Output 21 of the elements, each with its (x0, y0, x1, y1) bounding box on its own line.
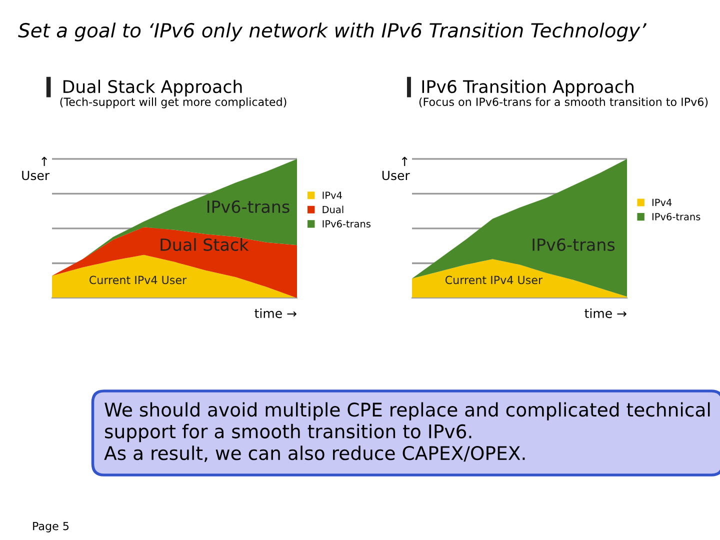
legend-label: IPv4 (652, 198, 672, 206)
text: Page 5 (33, 522, 69, 532)
legend-label: IPv6-trans (322, 220, 371, 228)
x-axis-title: time → (254, 308, 296, 318)
chart-subtitle: (Focus on IPv6-trans for a smooth transition to IPv6) (419, 97, 708, 108)
annotation: Dual Stack (160, 238, 249, 251)
y-axis-title: ↑ User (22, 156, 50, 180)
chart-subtitle: (Tech-support will get more complicated) (60, 97, 286, 108)
annotation: Current IPv4 User (90, 276, 187, 284)
legend-label: Dual (322, 206, 344, 214)
chart-title: Dual Stack Approach (64, 80, 242, 97)
x-axis-title: time → (584, 308, 626, 318)
legend-label: IPv4 (322, 192, 342, 199)
annotation: Current IPv4 User (445, 276, 543, 284)
legend-label: IPv6-trans (652, 213, 700, 220)
text: Set a goal to ‘IPv6 only network with IPv6 Transition Technology’ (18, 22, 646, 42)
y-axis-title: ↑ User (382, 156, 410, 180)
annotation: IPv6-trans (207, 200, 290, 214)
text: We should avoid multiple CPE replace and complicated technical support for a smooth transition to IPv6. As a result, we can also reduce CAPEX/OPEX. (104, 402, 710, 462)
annotation: IPv6-trans (532, 238, 615, 251)
chart-title: IPv6 Transition Approach (422, 80, 634, 97)
